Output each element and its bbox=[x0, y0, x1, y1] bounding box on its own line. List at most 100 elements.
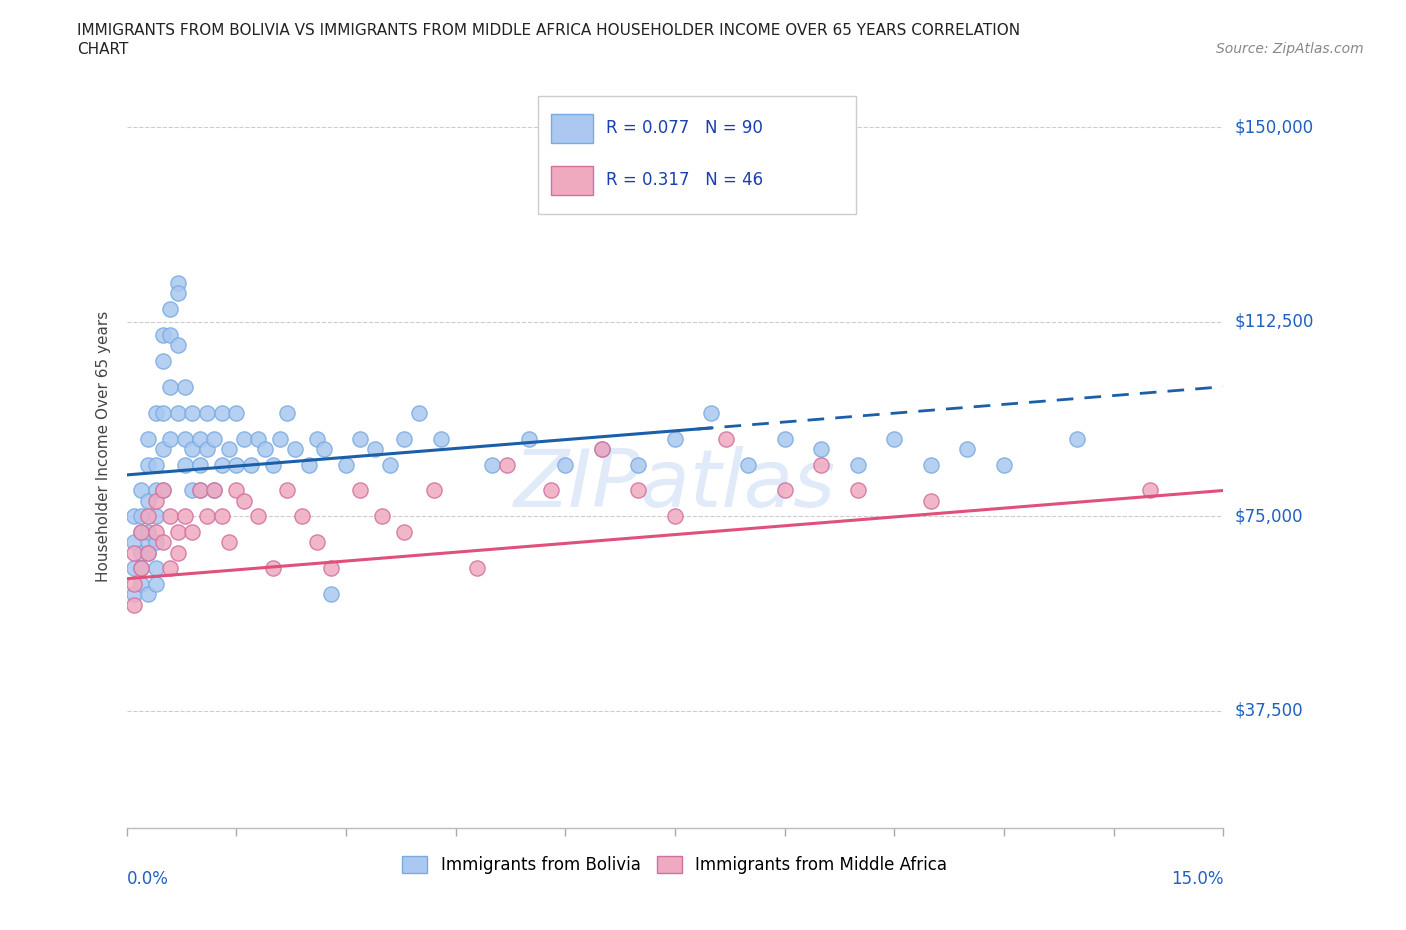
Point bbox=[138, 525, 160, 539]
Point bbox=[232, 494, 254, 509]
Point bbox=[312, 442, 335, 457]
Point bbox=[159, 379, 181, 394]
Point bbox=[773, 483, 796, 498]
Point bbox=[276, 483, 298, 498]
Point bbox=[225, 458, 247, 472]
Point bbox=[181, 483, 204, 498]
Point bbox=[181, 525, 204, 539]
Point bbox=[152, 483, 174, 498]
Point bbox=[298, 458, 321, 472]
Point bbox=[174, 379, 197, 394]
Point bbox=[371, 509, 394, 524]
Point bbox=[195, 509, 218, 524]
Point bbox=[394, 525, 416, 539]
Point bbox=[129, 561, 152, 576]
Point bbox=[591, 442, 613, 457]
Point bbox=[202, 432, 225, 446]
Point bbox=[138, 509, 160, 524]
Point bbox=[664, 432, 686, 446]
Point bbox=[152, 483, 174, 498]
Point bbox=[422, 483, 444, 498]
Point bbox=[810, 458, 832, 472]
Point bbox=[335, 458, 357, 472]
Point bbox=[349, 432, 371, 446]
Text: $112,500: $112,500 bbox=[1234, 312, 1313, 331]
Point bbox=[152, 442, 174, 457]
Point bbox=[920, 494, 942, 509]
Point bbox=[232, 432, 254, 446]
Point bbox=[145, 483, 167, 498]
Point bbox=[129, 525, 152, 539]
Point bbox=[129, 577, 152, 591]
Text: $75,000: $75,000 bbox=[1234, 508, 1303, 525]
Point bbox=[305, 535, 328, 550]
Point bbox=[378, 458, 401, 472]
Point bbox=[188, 483, 211, 498]
Point bbox=[188, 432, 211, 446]
Point bbox=[254, 442, 277, 457]
Point bbox=[122, 561, 145, 576]
Point bbox=[276, 405, 298, 420]
Point bbox=[166, 405, 188, 420]
Point bbox=[145, 509, 167, 524]
Point bbox=[920, 458, 942, 472]
Point bbox=[145, 458, 167, 472]
Point bbox=[129, 561, 152, 576]
Point bbox=[1139, 483, 1161, 498]
Point bbox=[239, 458, 262, 472]
Point bbox=[159, 561, 181, 576]
Point bbox=[138, 432, 160, 446]
Point bbox=[166, 338, 188, 352]
Point bbox=[540, 483, 562, 498]
Point bbox=[152, 405, 174, 420]
Point bbox=[1066, 432, 1088, 446]
Point bbox=[430, 432, 453, 446]
Point bbox=[269, 432, 291, 446]
Point bbox=[122, 577, 145, 591]
Point bbox=[225, 405, 247, 420]
Point bbox=[145, 561, 167, 576]
Point bbox=[467, 561, 489, 576]
Point bbox=[218, 535, 240, 550]
Point bbox=[129, 525, 152, 539]
Text: R = 0.077   N = 90: R = 0.077 N = 90 bbox=[606, 119, 762, 138]
FancyBboxPatch shape bbox=[537, 96, 856, 214]
Point bbox=[129, 509, 152, 524]
Point bbox=[993, 458, 1015, 472]
Point bbox=[846, 483, 869, 498]
Point bbox=[225, 483, 247, 498]
Y-axis label: Householder Income Over 65 years: Householder Income Over 65 years bbox=[96, 311, 111, 582]
Text: $150,000: $150,000 bbox=[1234, 118, 1313, 137]
Point bbox=[166, 545, 188, 560]
Point bbox=[211, 509, 233, 524]
Point bbox=[737, 458, 759, 472]
Point bbox=[129, 545, 152, 560]
Point bbox=[138, 545, 160, 560]
Point bbox=[152, 327, 174, 342]
Point bbox=[305, 432, 328, 446]
Point bbox=[188, 483, 211, 498]
Point bbox=[122, 597, 145, 612]
Point bbox=[408, 405, 430, 420]
Point bbox=[195, 405, 218, 420]
Point bbox=[517, 432, 540, 446]
Point bbox=[152, 535, 174, 550]
Point bbox=[138, 535, 160, 550]
Point bbox=[554, 458, 576, 472]
Point bbox=[138, 458, 160, 472]
Text: Source: ZipAtlas.com: Source: ZipAtlas.com bbox=[1216, 42, 1364, 56]
Point bbox=[773, 432, 796, 446]
Point bbox=[291, 509, 314, 524]
FancyBboxPatch shape bbox=[551, 166, 593, 194]
Text: IMMIGRANTS FROM BOLIVIA VS IMMIGRANTS FROM MIDDLE AFRICA HOUSEHOLDER INCOME OVER: IMMIGRANTS FROM BOLIVIA VS IMMIGRANTS FR… bbox=[77, 23, 1021, 38]
Text: CHART: CHART bbox=[77, 42, 129, 57]
Point bbox=[166, 525, 188, 539]
Point bbox=[122, 545, 145, 560]
Point bbox=[138, 545, 160, 560]
Point bbox=[138, 494, 160, 509]
Point bbox=[211, 458, 233, 472]
Point bbox=[700, 405, 723, 420]
Text: $37,500: $37,500 bbox=[1234, 702, 1303, 720]
Point bbox=[364, 442, 387, 457]
Point bbox=[174, 432, 197, 446]
